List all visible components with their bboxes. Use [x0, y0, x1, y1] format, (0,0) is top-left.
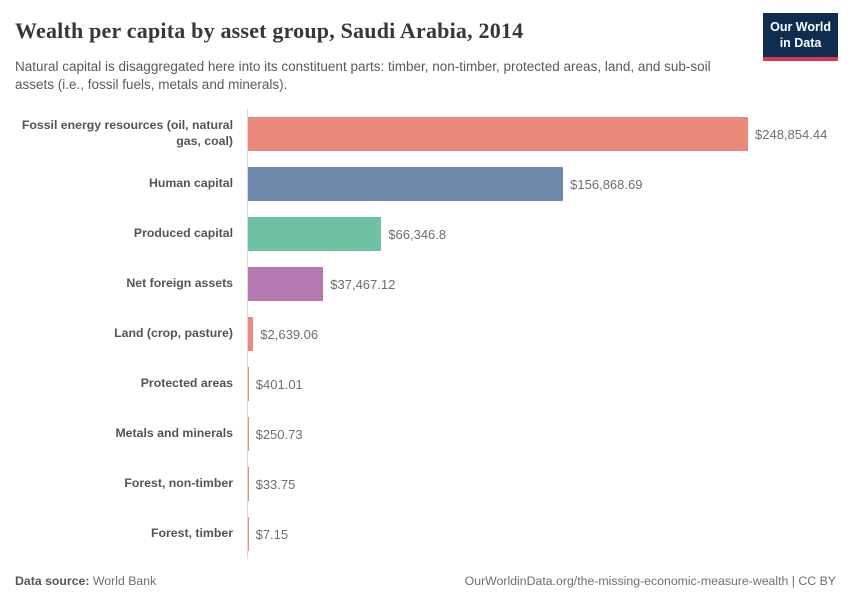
- chart-row: Produced capital $66,346.8: [15, 209, 835, 260]
- category-label: Protected areas: [140, 376, 233, 391]
- chart-row: Human capital $156,868.69: [15, 159, 835, 210]
- chart-row: Forest, non-timber $33.75: [15, 459, 835, 510]
- chart-row: Net foreign assets $37,467.12: [15, 259, 835, 310]
- bar[interactable]: [248, 317, 254, 352]
- bar[interactable]: [248, 267, 324, 302]
- chart-row: Protected areas $401.01: [15, 359, 835, 410]
- category-label: Produced capital: [133, 226, 233, 241]
- bar[interactable]: [248, 467, 249, 502]
- bar-zone: $156,868.69: [247, 159, 835, 210]
- chart-row: Fossil energy resources (oil, natural ga…: [15, 109, 835, 160]
- category-label: Forest, timber: [151, 526, 233, 541]
- chart-row: Metals and minerals $250.73: [15, 409, 835, 460]
- value-label: $33.75: [255, 476, 296, 492]
- owid-logo-line2: in Data: [779, 36, 822, 51]
- chart-rows: Fossil energy resources (oil, natural ga…: [15, 109, 835, 560]
- owid-logo-line1: Our World: [770, 20, 831, 34]
- data-source-label: Data source:: [15, 574, 90, 588]
- bar-zone: $248,854.44: [247, 109, 835, 160]
- value-label: $2,639.06: [260, 326, 319, 342]
- data-source: Data source: World Bank: [15, 574, 156, 588]
- value-label: $37,467.12: [330, 276, 396, 292]
- bar[interactable]: [248, 167, 564, 202]
- value-label: $7.15: [255, 526, 289, 542]
- bar-zone: $66,346.8: [247, 209, 835, 260]
- value-label: $66,346.8: [388, 226, 447, 242]
- page-title: Wealth per capita by asset group, Saudi …: [15, 18, 524, 43]
- chart-subtitle: Natural capital is disaggregated here in…: [15, 58, 711, 93]
- owid-logo[interactable]: Our World in Data: [763, 13, 838, 61]
- bar-zone: $250.73: [247, 409, 835, 460]
- category-label: Metals and minerals: [115, 426, 233, 441]
- bar[interactable]: [248, 517, 249, 552]
- category-label: Fossil energy resources (oil, natural ga…: [21, 118, 233, 149]
- bar-chart: Fossil energy resources (oil, natural ga…: [15, 109, 835, 560]
- category-label: Land (crop, pasture): [114, 326, 233, 341]
- value-label: $401.01: [255, 376, 303, 392]
- chart-row: Forest, timber $7.15: [15, 509, 835, 560]
- bar[interactable]: [248, 417, 249, 452]
- bar[interactable]: [248, 217, 382, 252]
- bar-zone: $2,639.06: [247, 309, 835, 360]
- value-label: $156,868.69: [570, 176, 643, 192]
- page-footer: Data source: World Bank OurWorldinData.o…: [15, 574, 836, 588]
- category-label: Net foreign assets: [126, 276, 233, 291]
- value-label: $250.73: [255, 426, 303, 442]
- category-label: Human capital: [148, 176, 233, 191]
- bar-zone: $401.01: [247, 359, 835, 410]
- bar-zone: $37,467.12: [247, 259, 835, 310]
- bar[interactable]: [248, 367, 249, 402]
- bar-zone: $7.15: [247, 509, 835, 560]
- category-label: Forest, non-timber: [124, 476, 233, 491]
- bar-zone: $33.75: [247, 459, 835, 510]
- value-label: $248,854.44: [755, 126, 828, 142]
- bar[interactable]: [248, 117, 748, 152]
- data-source-value: World Bank: [92, 574, 157, 588]
- chart-row: Land (crop, pasture) $2,639.06: [15, 309, 835, 360]
- attribution-link[interactable]: OurWorldinData.org/the-missing-economic-…: [464, 574, 836, 588]
